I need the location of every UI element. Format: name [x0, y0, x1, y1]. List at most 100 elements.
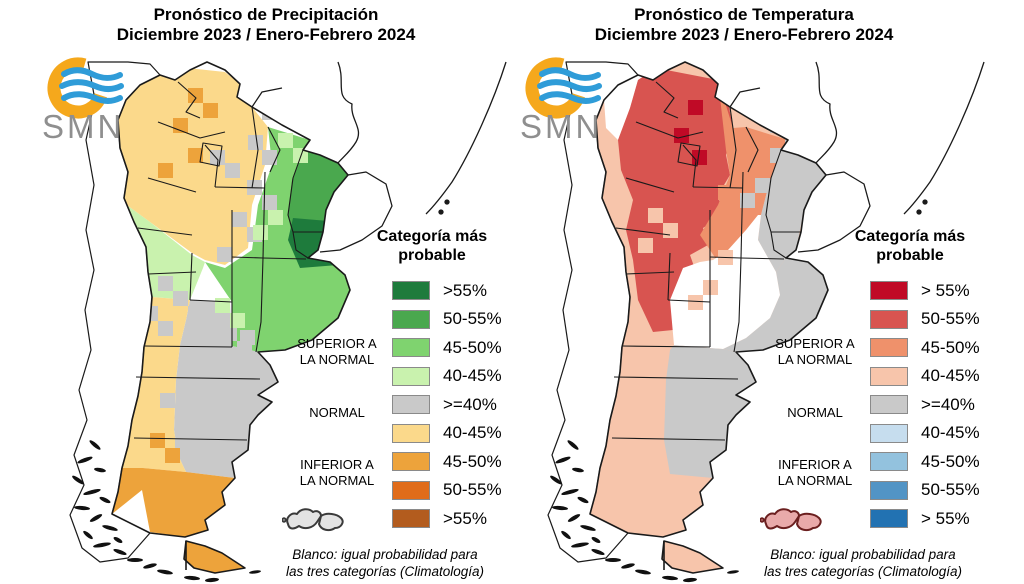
- forecast-grid-cell: [748, 155, 763, 170]
- legend-entry-label: > 55%: [921, 508, 970, 528]
- forecast-grid-cell: [150, 433, 165, 448]
- inferior-line-1: INFERIOR A: [778, 457, 852, 472]
- legend-entry-label: >55%: [443, 508, 487, 528]
- forecast-grid-cell: [688, 295, 703, 310]
- forecast-grid-cell: [683, 353, 698, 368]
- legend-group-inferior: INFERIOR A LA NORMAL: [290, 457, 384, 489]
- forecast-grid-cell: [190, 365, 205, 380]
- forecast-grid-cell: [733, 140, 748, 155]
- legend-entry-label: 45-50%: [921, 451, 980, 471]
- malvinas-islands-icon: [282, 508, 344, 532]
- legend-group-superior: SUPERIOR A LA NORMAL: [768, 336, 862, 368]
- normal-line: NORMAL: [787, 405, 843, 420]
- forecast-grid-cell: [733, 170, 748, 185]
- legend-swatch: [870, 395, 908, 414]
- forecast-grid-cell: [278, 133, 293, 148]
- forecast-grid-cell: [740, 193, 755, 208]
- inferior-line-2: LA NORMAL: [299, 473, 375, 488]
- legend-entry: 40-45%: [870, 423, 980, 443]
- legend-swatch: [392, 338, 430, 357]
- inferior-line-1: INFERIOR A: [300, 457, 374, 472]
- legend-swatch: [870, 338, 908, 357]
- legend-note: Blanco: igual probabilidad para las tres…: [734, 546, 992, 580]
- legend-entry: 50-55%: [870, 480, 980, 500]
- legend-entry: 45-50%: [392, 452, 502, 471]
- legend-entry-label: 45-50%: [443, 337, 502, 357]
- forecast-grid-cell: [188, 88, 203, 103]
- forecast-grid-cell: [262, 195, 277, 210]
- superior-line-2: LA NORMAL: [777, 352, 853, 367]
- region-temp-gray-coast: [723, 258, 828, 352]
- legend-entry: 45-50%: [870, 338, 980, 357]
- legend-entry-label: 50-55%: [921, 309, 980, 328]
- legend-entry: 45-50%: [870, 452, 980, 471]
- forecast-grid-cell: [240, 330, 255, 345]
- superior-line-1: SUPERIOR A: [775, 336, 855, 351]
- legend-entry-label: >55%: [443, 280, 487, 300]
- forecast-grid-cell: [253, 225, 268, 240]
- forecast-grid-cell: [683, 408, 698, 423]
- legend-entry: 40-45%: [392, 366, 502, 386]
- superior-line-2: LA NORMAL: [299, 352, 375, 367]
- legend-entries: > 55% 50-55% 45-50% 40-45% >=40% 40-45% 45-50%…: [870, 281, 980, 538]
- forecast-grid-cell: [205, 350, 220, 365]
- title-line-2: Diciembre 2023 / Enero-Febrero 2024: [116, 25, 416, 44]
- legend-entry: >55%: [392, 509, 502, 528]
- forecast-grid-cell: [663, 223, 678, 238]
- note-line-1: Blanco: igual probabilidad para: [292, 547, 478, 562]
- legend-entry: 40-45%: [392, 423, 502, 443]
- forecast-grid-cell: [698, 423, 713, 438]
- forecast-grid-cell: [728, 365, 743, 380]
- panel-precipitation: Pronóstico de Precipitación Diciembre 20…: [42, 5, 508, 583]
- panel-temperature: Pronóstico de Temperatura Diciembre 2023…: [478, 0, 990, 584]
- inferior-line-2: LA NORMAL: [777, 473, 853, 488]
- forecast-grid-cell: [200, 305, 215, 320]
- legend-entry: > 55%: [870, 281, 980, 300]
- legend-entry: >=40%: [870, 395, 980, 414]
- legend-group-inferior: INFERIOR A LA NORMAL: [768, 457, 862, 489]
- legend-entry-label: 50-55%: [921, 480, 980, 499]
- forecast-grid-cell: [165, 448, 180, 463]
- legend-entry: >55%: [392, 281, 502, 300]
- region-precip-gray-patagonia: [174, 300, 278, 478]
- precip-pixel-cells: [143, 88, 308, 507]
- legend-swatch: [392, 395, 430, 414]
- legend-entry: > 55%: [870, 509, 980, 528]
- forecast-grid-cell: [217, 247, 232, 262]
- precipitation-map: [69, 61, 507, 583]
- region-precip-orange-nw: [118, 64, 268, 265]
- forecast-grid-cell: [158, 276, 173, 291]
- legend-entry: 50-55%: [870, 309, 980, 329]
- forecast-grid-cell: [683, 455, 698, 470]
- legend-swatch: [870, 509, 908, 528]
- forecast-grid-cell: [160, 393, 175, 408]
- forecast-grid-cell: [688, 100, 703, 115]
- legend-heading-line-2: probable: [398, 247, 466, 264]
- legend-swatch: [392, 480, 430, 500]
- legend-entry-label: 40-45%: [443, 423, 502, 442]
- legend-group-superior: SUPERIOR A LA NORMAL: [290, 336, 384, 368]
- forecast-grid-cell: [230, 313, 245, 328]
- forecast-grid-cell: [222, 326, 237, 341]
- forecast-grid-cell: [225, 163, 240, 178]
- forecast-grid-cell: [190, 453, 205, 468]
- legend-entry-label: 50-55%: [443, 480, 502, 499]
- legend-swatch: [392, 452, 430, 471]
- forecast-grid-cell: [770, 148, 785, 163]
- legend-group-normal: NORMAL: [768, 405, 862, 421]
- forecast-grid-cell: [155, 492, 170, 507]
- superior-line-1: SUPERIOR A: [297, 336, 377, 351]
- forecast-grid-cell: [215, 298, 230, 313]
- legend-heading: Categoría más probable: [356, 227, 508, 265]
- region-precip-tierra-del-fuego: [184, 540, 245, 573]
- forecast-grid-cell: [248, 135, 263, 150]
- legend-entry-label: >=40%: [921, 394, 975, 414]
- legend-swatch: [392, 423, 430, 443]
- legend-swatch: [870, 480, 908, 500]
- forecast-grid-cell: [718, 185, 733, 200]
- note-line-2: las tres categorías (Climatología): [763, 564, 963, 579]
- forecast-grid-cell: [158, 321, 173, 336]
- forecast-grid-cell: [648, 208, 663, 223]
- forecast-grid-cell: [188, 148, 203, 163]
- forecast-grid-cell: [188, 306, 203, 321]
